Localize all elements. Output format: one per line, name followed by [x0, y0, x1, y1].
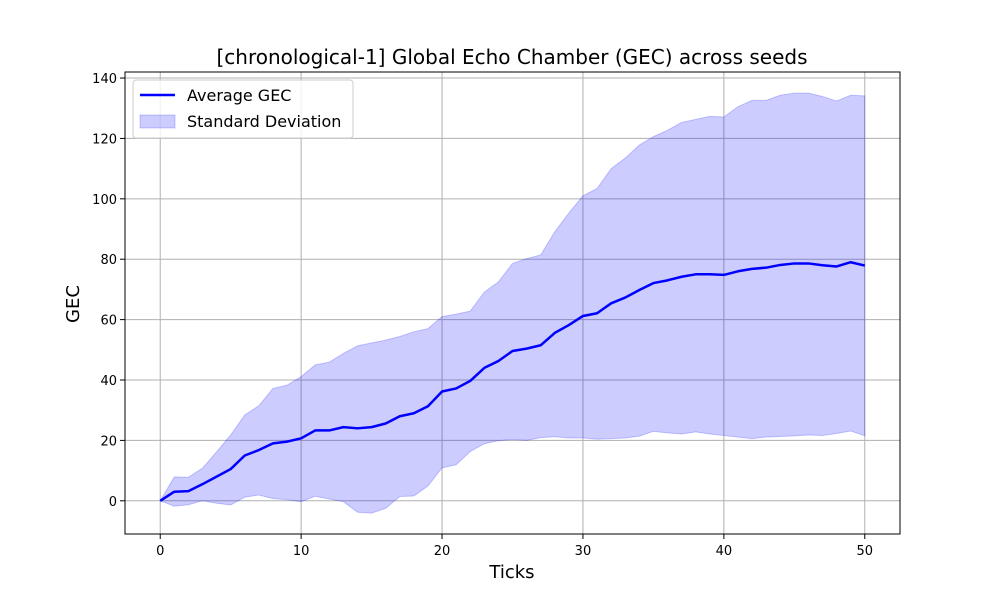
plot-area: 0 10 20 30 40 50 0 20 40 60 80 100 120 140: [92, 71, 901, 559]
x-tick-label: 10: [293, 544, 310, 559]
legend-fill-swatch: [139, 114, 176, 129]
legend-frame: [132, 79, 354, 139]
chart-title: [chronological-1] Global Echo Chamber (G…: [216, 45, 807, 69]
x-tick-label: 30: [575, 544, 592, 559]
legend-label-std: Standard Deviation: [187, 112, 341, 131]
x-axis-label: Ticks: [488, 562, 534, 583]
y-tick-label: 100: [92, 193, 117, 208]
average-gec-line: [159, 260, 866, 502]
y-tick-label: 140: [92, 72, 117, 87]
y-tick-label: 80: [100, 253, 117, 268]
y-tick-label: 20: [100, 434, 117, 449]
x-tick-label: 0: [156, 544, 164, 559]
x-tick-label: 40: [716, 544, 733, 559]
y-tick-label: 0: [109, 495, 117, 510]
y-axis-label: GEC: [63, 285, 84, 323]
plot-frame: [124, 71, 901, 535]
y-tick-label: 60: [100, 314, 117, 329]
y-tick-label: 120: [92, 132, 117, 147]
x-tick-label: 50: [856, 544, 873, 559]
y-tick-label: 40: [100, 374, 117, 389]
x-tick-label: 20: [434, 544, 451, 559]
legend-label-average: Average GEC: [187, 86, 291, 105]
std-deviation-band: [159, 92, 866, 514]
legend: Average GEC Standard Deviation: [132, 79, 354, 139]
